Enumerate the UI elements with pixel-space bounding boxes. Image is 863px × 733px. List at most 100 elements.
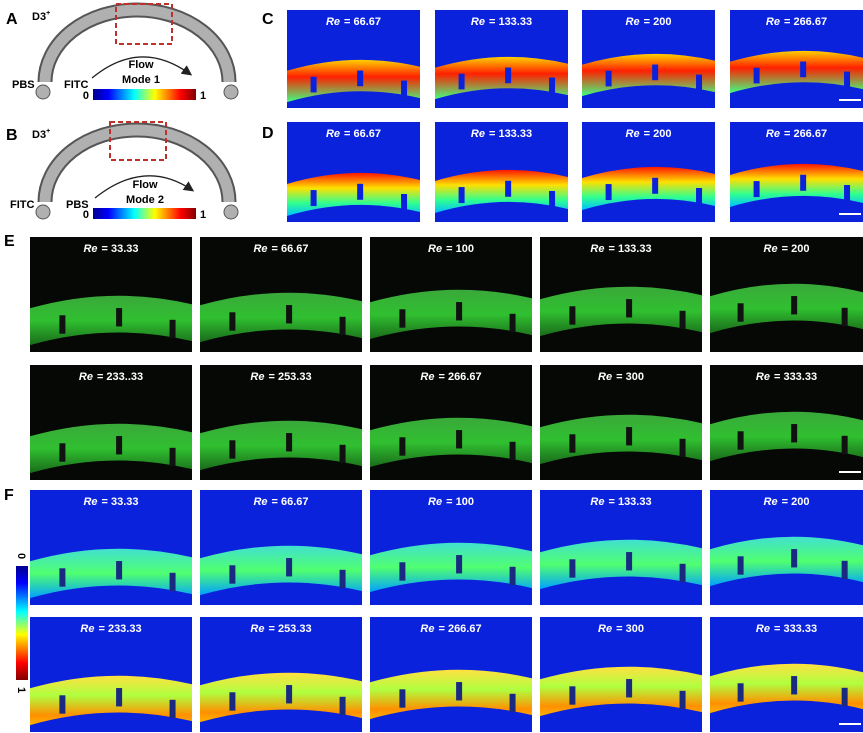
tooth (229, 565, 235, 583)
symbol: Re (471, 128, 485, 140)
tooth (510, 567, 516, 585)
value: = 200 (644, 16, 672, 28)
panel-label: D (262, 125, 274, 142)
tile-label: Re= 133.33 (471, 16, 532, 28)
symbol: Re (764, 496, 778, 508)
tile-label: Re= 133.33 (590, 496, 651, 508)
symbol: Re (79, 371, 93, 383)
label: 1 (15, 687, 27, 693)
value: = 200 (782, 496, 810, 508)
value: = 233.33 (98, 623, 141, 635)
label: 0 (15, 553, 27, 559)
value: = 33.33 (102, 243, 139, 255)
tooth (626, 679, 632, 697)
tile-label: Re= 33.33 (83, 496, 138, 508)
tile-label: Re= 66.67 (253, 496, 308, 508)
tooth (791, 424, 797, 442)
value: = 133.33 (608, 496, 651, 508)
inlet (36, 85, 50, 99)
symbol: Re (250, 623, 264, 635)
tooth (229, 312, 235, 330)
tile-label: Re = 200 (764, 496, 810, 508)
outlet (224, 205, 238, 219)
figure: A D3+ PBS FITC Flow Mode 1 0 1 B D3+ FIT… (0, 0, 863, 733)
tile-label: Re= 266.67 (420, 623, 481, 635)
panel-label: B (6, 127, 18, 144)
panel-label: C (262, 11, 274, 28)
tile-label: Re= 233..33 (79, 371, 143, 383)
tooth (844, 185, 850, 201)
colorbar (16, 566, 28, 680)
tooth (286, 433, 292, 451)
symbol: Re (766, 128, 780, 140)
tooth (569, 434, 575, 452)
tile-label: Re= 300 (598, 371, 644, 383)
label: Flow (128, 59, 153, 71)
symbol: Re (598, 623, 612, 635)
symbol: Re (253, 243, 267, 255)
label: 1 (200, 209, 206, 221)
tooth (791, 549, 797, 567)
symbol: Re (420, 623, 434, 635)
tooth (738, 303, 744, 321)
panel-label: E (4, 233, 15, 250)
tooth (170, 320, 176, 338)
tile-label: Re= 266.67 (420, 371, 481, 383)
tile-label: Re= 253.33 (250, 623, 311, 635)
symbol: Re (756, 623, 770, 635)
tooth (791, 676, 797, 694)
panel-a: A D3+ PBS FITC Flow Mode 1 0 1 (6, 4, 238, 102)
tile-label: Re= 100 (428, 496, 474, 508)
tooth (340, 445, 346, 463)
symbol: Re (764, 243, 778, 255)
tooth (116, 688, 122, 706)
tile-label: Re = 200 (626, 16, 672, 28)
value: = 253.33 (268, 371, 311, 383)
tile-label: Re= 266.67 (766, 128, 827, 140)
value: = 100 (446, 243, 474, 255)
channel (45, 10, 229, 82)
tooth (754, 181, 760, 197)
value: = 133.33 (608, 243, 651, 255)
panel-b: B D3+ FITC PBS Flow Mode 2 0 1 (6, 122, 238, 221)
tooth (399, 562, 405, 580)
outlet (224, 85, 238, 99)
tooth (59, 695, 65, 713)
tile-label: Re= 266.67 (766, 16, 827, 28)
tooth (738, 556, 744, 574)
tooth (549, 191, 555, 207)
tiles: Re= 66.67Re= 133.33Re= 200Re= 266.67Re= … (30, 10, 863, 732)
label: Mode 2 (126, 194, 164, 206)
tooth (842, 561, 848, 579)
channel (45, 130, 229, 202)
tooth (652, 65, 658, 81)
symbol: Re (80, 623, 94, 635)
symbol: Re (590, 243, 604, 255)
tooth (738, 683, 744, 701)
tile-label: Re= 300 (598, 623, 644, 635)
tooth (311, 190, 317, 206)
tooth (606, 184, 612, 200)
value: = 66.67 (344, 128, 381, 140)
value: = 133.33 (489, 16, 532, 28)
symbol: Re (83, 243, 97, 255)
symbol: Re (250, 371, 264, 383)
label: Mode 1 (122, 74, 160, 86)
value: = 200 (644, 128, 672, 140)
symbol: Re (253, 496, 267, 508)
symbol: Re (626, 16, 640, 28)
symbol: Re (626, 128, 640, 140)
value: = 100 (446, 496, 474, 508)
tooth (456, 430, 462, 448)
label: D3 (32, 129, 46, 141)
channel (45, 130, 229, 202)
tooth (680, 439, 686, 457)
tooth (357, 71, 363, 87)
tooth (510, 442, 516, 460)
tooth (800, 62, 806, 78)
label: + (46, 10, 50, 17)
colorbar (93, 89, 196, 100)
tile-label: Re = 233.33 (80, 623, 141, 635)
tooth (456, 682, 462, 700)
tile-label: Re= 333.33 (756, 623, 817, 635)
